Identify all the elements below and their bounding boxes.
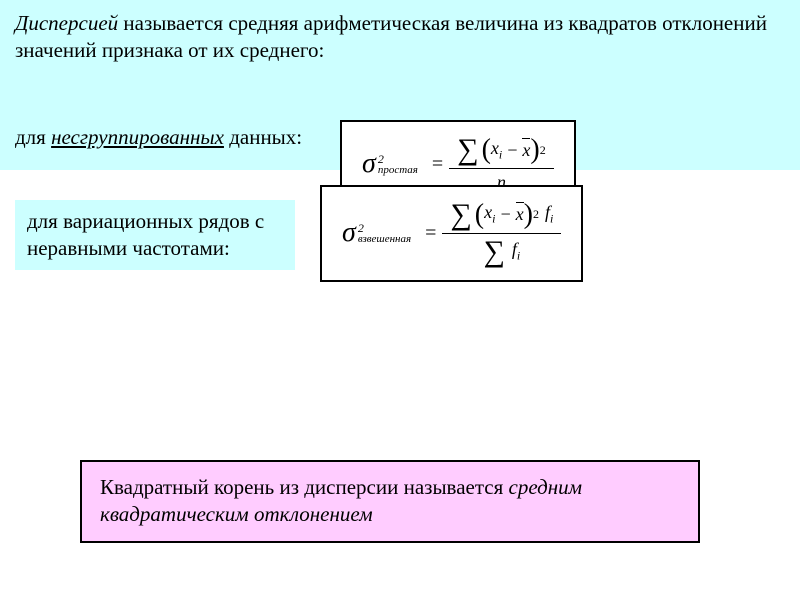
definition-text: Дисперсией называется средняя арифметиче… xyxy=(15,10,785,65)
definition-section: Дисперсией называется средняя арифметиче… xyxy=(0,0,800,170)
formula2-sub: взвешенная xyxy=(358,234,411,245)
variation-label: для вариационных рядов с неравными часто… xyxy=(15,200,295,271)
formula1-exp: 2 xyxy=(378,153,418,165)
std-deviation-text: Квадратный корень из дисперсии называетс… xyxy=(80,460,700,543)
sum-icon: ∑ xyxy=(483,237,504,267)
sum-icon: ∑ xyxy=(457,135,478,165)
formula2-exp: 2 xyxy=(358,222,411,234)
formula-weighted-variance: σ 2 взвешенная = ∑ ( xi − x ) 2 fi xyxy=(320,185,583,282)
std-deviation-section: Квадратный корень из дисперсии называетс… xyxy=(80,460,700,543)
sum-icon: ∑ xyxy=(450,200,471,230)
formula-2-content: σ 2 взвешенная = ∑ ( xi − x ) 2 fi xyxy=(342,197,561,270)
variation-section: для вариационных рядов с неравными часто… xyxy=(0,170,800,340)
